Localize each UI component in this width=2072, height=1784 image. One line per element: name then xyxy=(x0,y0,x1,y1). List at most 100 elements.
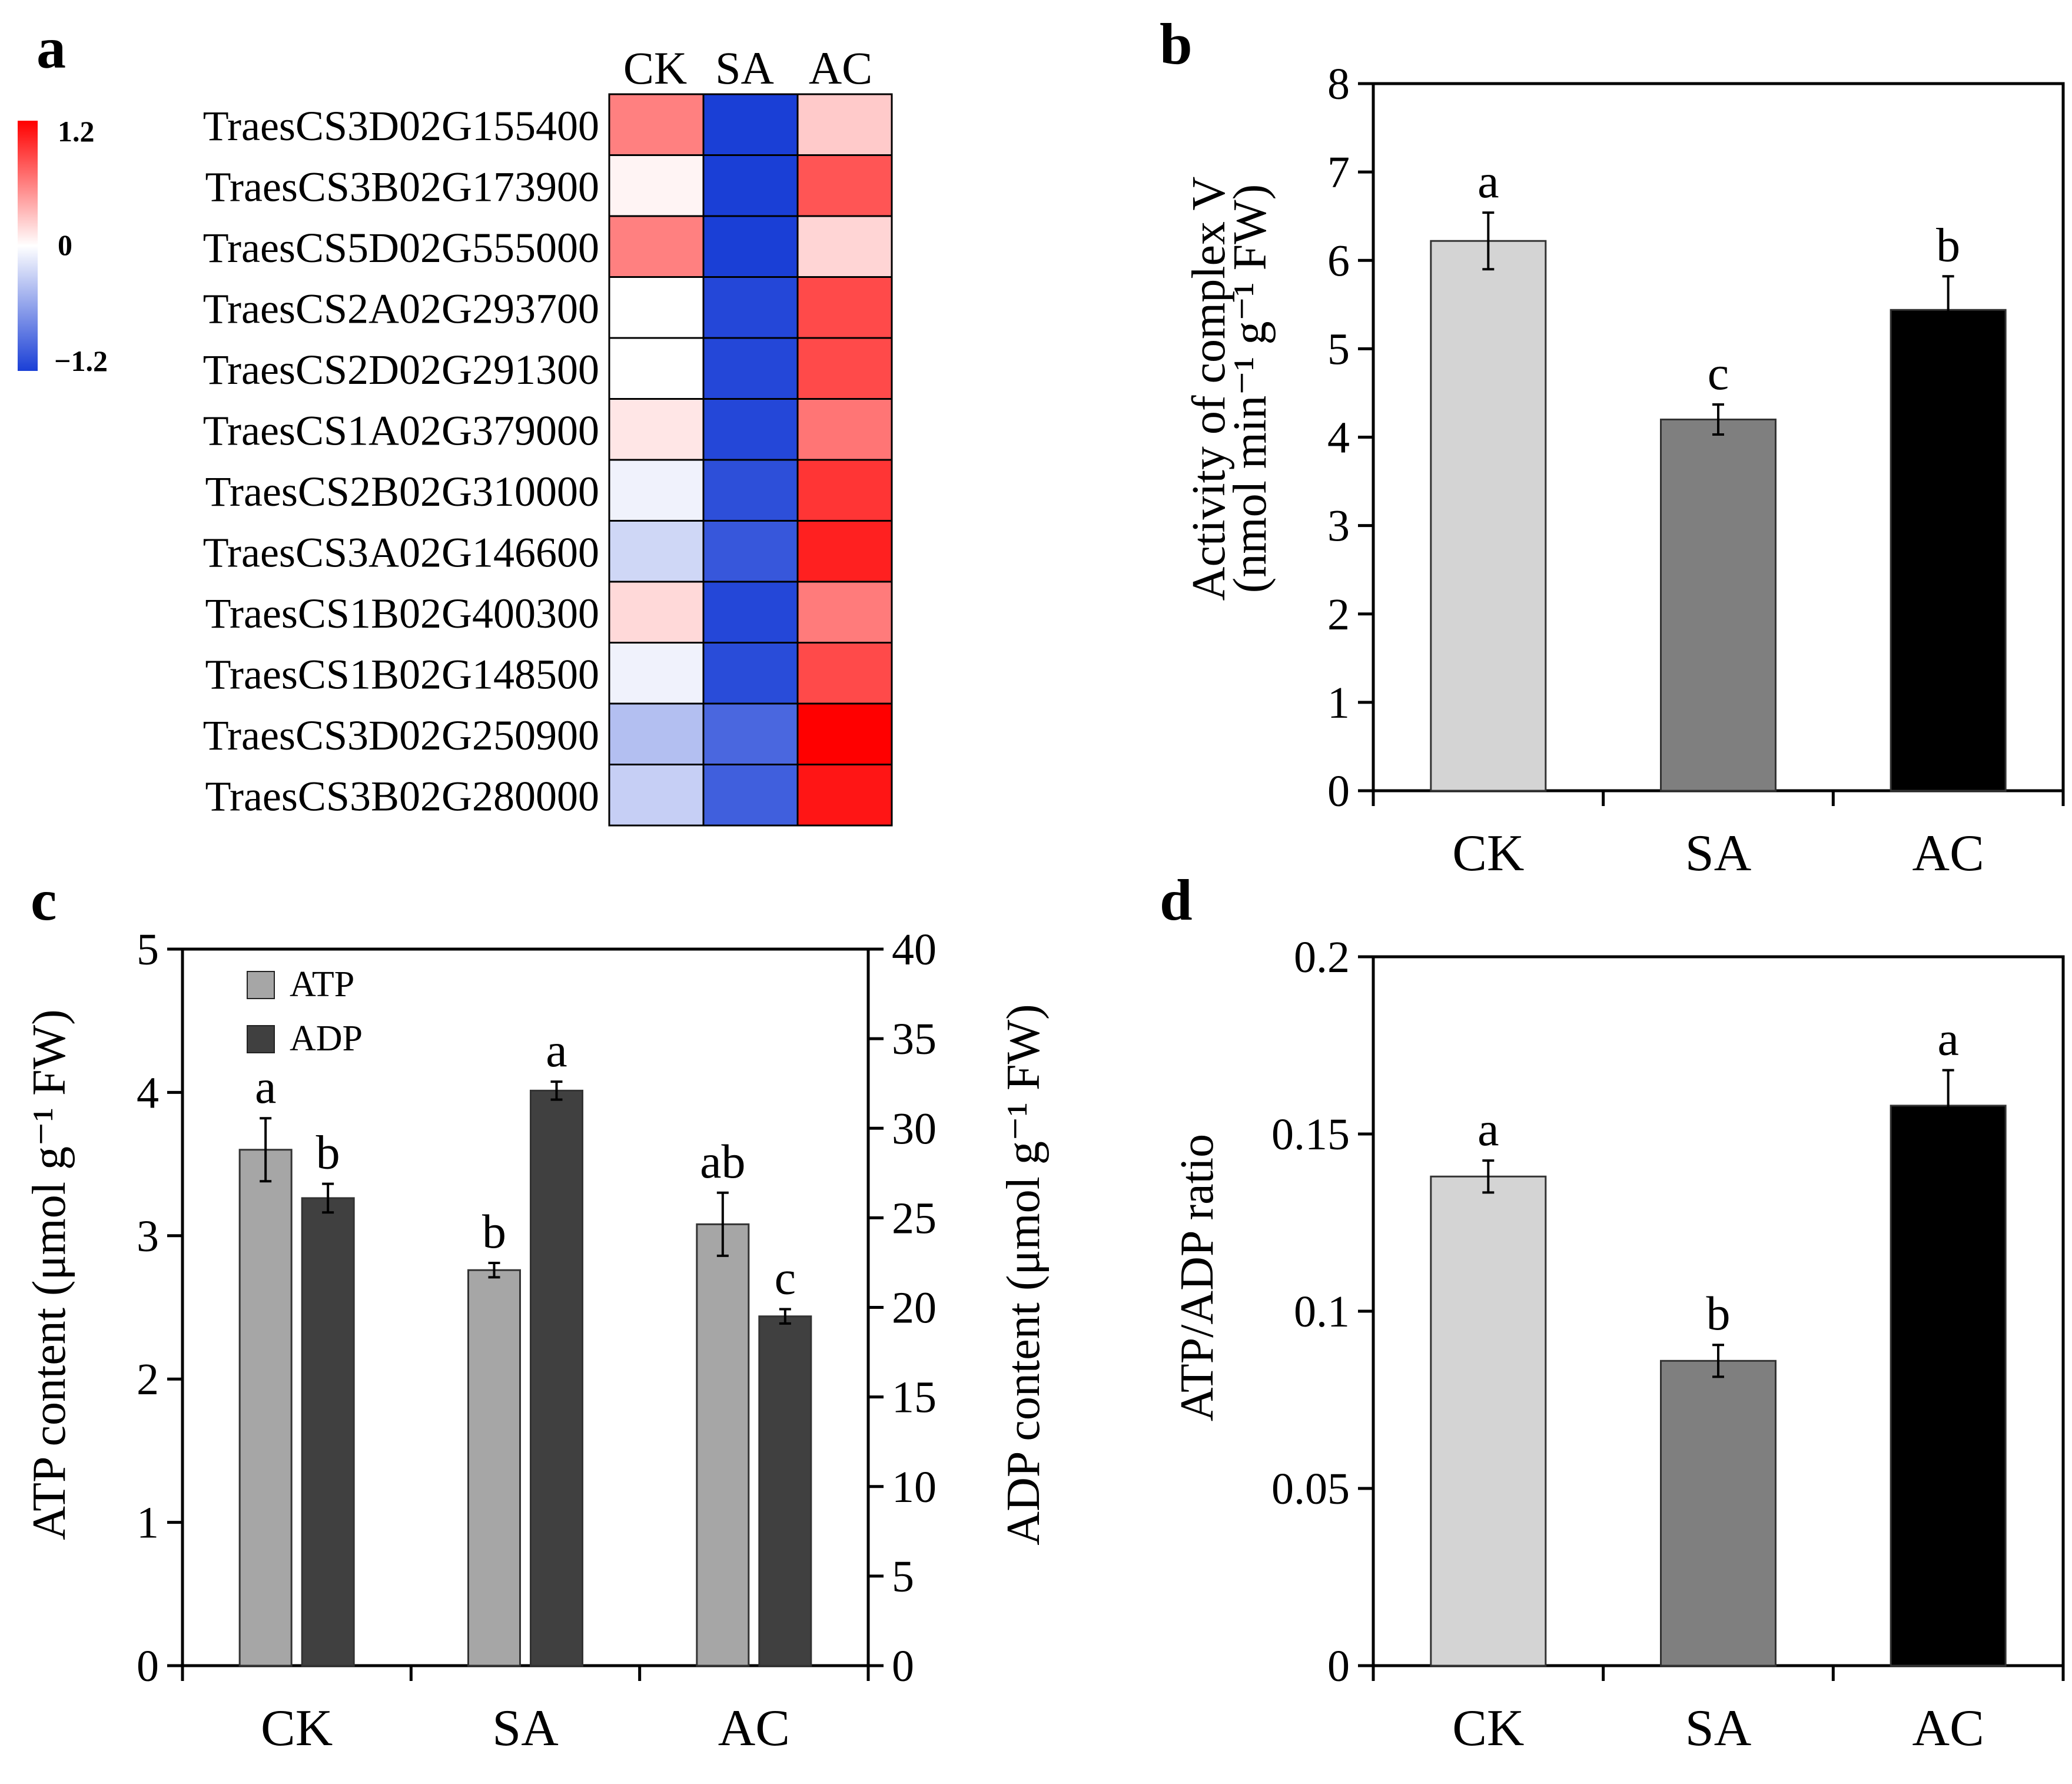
significance-letter: a xyxy=(1477,154,1499,208)
plot-d: 0 0.05 0.1 0.15 0.2 CK SA AC a b a xyxy=(1271,933,2065,1757)
x-tick-label: CK xyxy=(261,1700,333,1757)
heatmap-cell xyxy=(702,93,799,156)
y-axis-label: ATP/ADP ratio xyxy=(1171,1134,1223,1421)
heatmap-cell xyxy=(702,398,799,461)
x-tick-label: SA xyxy=(1685,825,1752,882)
legend-label-atp: ATP xyxy=(290,964,354,1004)
significance-letter: b xyxy=(1936,218,1960,271)
y-tick-label-right: 10 xyxy=(892,1463,937,1512)
y-tick-label: 3 xyxy=(1327,502,1350,551)
panel-b: b Activity of complex V (nmol min⁻¹ g⁻¹ … xyxy=(1160,11,2065,882)
heatmap-cell xyxy=(608,459,705,522)
bar xyxy=(1430,1175,1547,1667)
heatmap-cell xyxy=(796,154,893,217)
x-tick-label: CK xyxy=(1452,1700,1524,1757)
y-tick-label: 1 xyxy=(1327,678,1350,728)
plot-b: 0 1 2 3 4 5 6 7 8 CK SA AC a c b xyxy=(1327,59,2065,882)
heatmap-cell xyxy=(796,642,893,705)
heatmap-cell xyxy=(796,398,893,461)
y-tick-label: 8 xyxy=(1327,59,1350,109)
heatmap-cell xyxy=(702,764,799,827)
significance-letter: a xyxy=(255,1060,276,1113)
y-tick-label-right: 20 xyxy=(892,1284,937,1333)
y-tick-label: 6 xyxy=(1327,236,1350,286)
panel-d: d ATP/ADP ratio 0 0.05 0.1 0.15 0.2 CK SA AC a b a xyxy=(1160,867,2065,1757)
panel-b-letter: b xyxy=(1160,11,1193,77)
heatmap-row-label: TraesCS3B02G173900 xyxy=(205,163,599,210)
heatmap-cell xyxy=(796,520,893,583)
heatmap-cell xyxy=(608,93,705,156)
heatmap-col-label: CK xyxy=(623,42,687,94)
heatmap-cell xyxy=(702,702,799,765)
legend-swatch-atp xyxy=(247,971,275,999)
heatmap-cell xyxy=(702,520,799,583)
heatmap-cell xyxy=(608,642,705,705)
y-tick-label: 0.05 xyxy=(1271,1464,1350,1514)
y-axis-label: (nmol min⁻¹ g⁻¹ FW) xyxy=(1224,184,1276,593)
y-tick-label-right: 25 xyxy=(892,1193,937,1243)
heatmap-row-label: TraesCS3A02G146600 xyxy=(203,529,599,576)
heatmap-cell xyxy=(702,154,799,217)
y-tick-label: 4 xyxy=(1327,413,1350,463)
bar xyxy=(696,1223,750,1667)
panel-d-letter: d xyxy=(1160,867,1193,933)
bar xyxy=(1430,240,1547,792)
x-tick-label: AC xyxy=(1912,1700,1984,1757)
heatmap-cell xyxy=(702,642,799,705)
y-tick-label: 1 xyxy=(137,1498,159,1548)
y-tick-label-right: 40 xyxy=(892,925,937,974)
y-tick-label: 0 xyxy=(1327,1642,1350,1691)
heatmap-cell xyxy=(608,215,705,278)
heatmap-cell xyxy=(608,764,705,827)
x-tick-label: SA xyxy=(1685,1700,1752,1757)
bar xyxy=(1890,1105,2007,1667)
y-tick-label: 0.15 xyxy=(1271,1110,1350,1159)
x-tick-label: CK xyxy=(1452,825,1524,882)
heatmap-row-label: TraesCS1B02G148500 xyxy=(205,651,599,698)
heatmap-row-label: TraesCS1B02G400300 xyxy=(205,590,599,637)
heatmap-row-label: TraesCS2D02G291300 xyxy=(203,346,599,393)
significance-letter: c xyxy=(775,1251,796,1305)
significance-letter: b xyxy=(316,1126,340,1179)
x-tick-label: SA xyxy=(492,1700,559,1757)
y-tick-label: 2 xyxy=(1327,590,1350,639)
y-tick-label: 0 xyxy=(137,1642,159,1691)
heatmap-cell xyxy=(796,337,893,400)
panel-c: c ATP content (μmol g⁻¹ FW) ADP content … xyxy=(24,867,1050,1757)
significance-letter: ab xyxy=(700,1135,745,1188)
heatmap-cell xyxy=(796,276,893,339)
y-tick-label-right: 0 xyxy=(892,1642,914,1691)
bar xyxy=(467,1269,521,1667)
heatmap-cell xyxy=(608,398,705,461)
bar xyxy=(1660,418,1777,792)
heatmap-row-label: TraesCS2B02G310000 xyxy=(205,468,599,515)
heatmap-cell xyxy=(702,215,799,278)
heatmap-cell xyxy=(702,337,799,400)
heatmap-cell xyxy=(702,459,799,522)
significance-letter: c xyxy=(1708,346,1729,400)
color-scale-max: 1.2 xyxy=(58,115,95,148)
heatmap-cell xyxy=(608,337,705,400)
bar xyxy=(1890,309,2007,792)
bar xyxy=(301,1197,355,1667)
heatmap-cell xyxy=(796,702,893,765)
heatmap-row-label: TraesCS3D02G155400 xyxy=(203,102,599,150)
heatmap-cell xyxy=(796,93,893,156)
heatmap-cell xyxy=(796,764,893,827)
y-axis-label-right: ADP content (μmol g⁻¹ FW) xyxy=(998,1004,1050,1545)
bar xyxy=(530,1089,583,1667)
panel-c-letter: c xyxy=(31,867,57,933)
bar xyxy=(238,1149,293,1667)
heatmap-cell xyxy=(702,276,799,339)
significance-letter: b xyxy=(482,1205,506,1258)
significance-letter: a xyxy=(1937,1012,1958,1066)
heatmap-row-labels: TraesCS3D02G155400 TraesCS3B02G173900 Trae… xyxy=(203,102,599,820)
heatmap-cell xyxy=(608,154,705,217)
y-tick-label-right: 30 xyxy=(892,1104,937,1153)
x-tick-label: AC xyxy=(718,1700,790,1757)
heatmap-cell xyxy=(608,276,705,339)
heatmap-row-label: TraesCS1A02G379000 xyxy=(203,407,599,454)
heatmap-cell xyxy=(796,459,893,522)
